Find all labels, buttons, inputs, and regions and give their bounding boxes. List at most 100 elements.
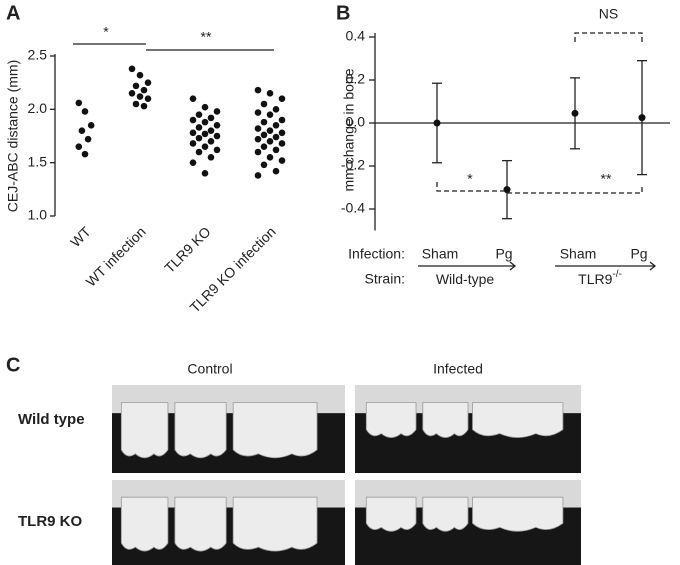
group-superscript: -/-	[612, 269, 621, 280]
data-point	[132, 100, 140, 108]
y-tick-label: 1.0	[28, 207, 48, 223]
data-point	[433, 119, 441, 127]
data-point	[260, 118, 268, 126]
data-point	[260, 131, 268, 139]
tooth	[472, 402, 564, 438]
data-point	[254, 125, 262, 132]
data-point	[75, 143, 83, 150]
data-point	[266, 154, 274, 161]
y-tick-label: 0.2	[346, 71, 366, 87]
annotation: **	[601, 171, 612, 187]
data-point	[638, 114, 646, 122]
group-name: TLR9	[578, 271, 612, 287]
annotation: NS	[599, 6, 618, 22]
data-point	[201, 143, 209, 150]
x-tick-label: Sham	[422, 246, 459, 262]
data-point	[189, 140, 197, 147]
data-point	[266, 111, 274, 118]
y-tick-label: 1.5	[28, 153, 48, 169]
data-point	[278, 116, 286, 124]
data-point	[201, 118, 209, 126]
data-point	[189, 95, 197, 102]
tooth-image	[355, 385, 581, 473]
data-point	[195, 124, 203, 131]
significance-bracket	[574, 32, 643, 42]
data-point	[213, 108, 221, 115]
y-axis-label: mm change in bone	[341, 68, 357, 191]
data-point	[144, 79, 152, 86]
data-point	[213, 132, 221, 140]
data-point	[189, 159, 197, 166]
tooth	[232, 402, 318, 459]
tooth-image	[355, 480, 581, 565]
photos	[112, 385, 581, 565]
annotation: *	[467, 171, 473, 187]
tooth-image	[112, 385, 345, 473]
y-axis-label: CEJ-ABC distance (mm)	[5, 60, 21, 212]
data-point	[260, 100, 268, 108]
x-tick-label: TLR9 KO	[161, 223, 214, 276]
data-point	[189, 129, 197, 137]
data-point	[272, 146, 280, 154]
data-point	[272, 133, 280, 141]
significance-bracket	[436, 182, 507, 192]
data-point	[571, 109, 579, 117]
data-point	[201, 103, 209, 111]
panel-label: A	[6, 2, 20, 24]
data-point	[254, 172, 262, 179]
y-tick-label: 0.4	[346, 28, 366, 44]
panel-label: C	[6, 354, 20, 376]
data-point	[254, 148, 262, 156]
data-point	[81, 150, 89, 158]
group-label: Wild-type	[436, 271, 495, 287]
data-point	[195, 148, 203, 156]
x-tick-label: Pg	[495, 246, 512, 262]
data-point	[81, 108, 89, 115]
y-tick-label: 2.5	[28, 47, 48, 63]
y-tick-label: 0.0	[346, 114, 366, 130]
data-point	[266, 90, 274, 97]
row-label: Wild type	[18, 411, 85, 428]
data-point	[254, 135, 262, 143]
data-point	[207, 138, 215, 145]
tooth	[365, 402, 417, 438]
annotation: *	[103, 24, 109, 40]
data-point	[213, 122, 221, 129]
data-point	[272, 122, 280, 129]
data-point	[128, 90, 136, 97]
significance-bracket	[507, 184, 643, 194]
data-point	[278, 129, 286, 137]
data-point	[272, 106, 280, 113]
tooth	[365, 496, 417, 532]
tooth	[174, 496, 227, 552]
data-point	[140, 102, 148, 110]
row-label: TLR9 KO	[18, 513, 83, 530]
column-label: Control	[187, 361, 232, 377]
data-point	[144, 95, 152, 102]
tooth	[232, 496, 318, 552]
data-point	[254, 86, 262, 94]
data-point	[195, 111, 203, 118]
data-point	[132, 82, 140, 90]
data-point	[503, 186, 511, 194]
group-arrow	[509, 261, 517, 271]
row-label: Infection:	[348, 246, 405, 262]
tooth-image	[112, 480, 345, 565]
data-point	[207, 127, 215, 134]
data-point	[87, 122, 95, 129]
data-point	[207, 114, 215, 122]
data-point	[278, 95, 286, 102]
tooth	[422, 402, 469, 438]
data-point	[266, 127, 274, 134]
data-point	[78, 127, 86, 134]
data-point	[201, 130, 209, 138]
data-point	[260, 143, 268, 150]
group-name: Wild-type	[436, 271, 495, 287]
tooth	[120, 496, 169, 552]
data-point	[207, 154, 215, 161]
x-tick-label: WT	[67, 223, 94, 250]
x-tick-label: Sham	[560, 246, 597, 262]
data-point	[260, 161, 268, 169]
x-tick-label: Pg	[630, 246, 647, 262]
